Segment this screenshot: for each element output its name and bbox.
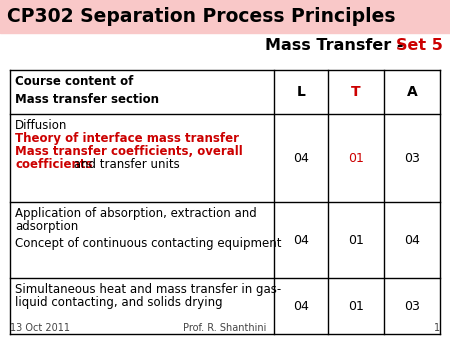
Text: 01: 01 <box>348 151 364 165</box>
Text: 04: 04 <box>293 151 309 165</box>
Text: Simultaneous heat and mass transfer in gas-: Simultaneous heat and mass transfer in g… <box>15 283 281 296</box>
Bar <box>0 0 450 33</box>
Text: Application of absorption, extraction and: Application of absorption, extraction an… <box>15 207 257 220</box>
Text: 03: 03 <box>404 151 420 165</box>
Text: 03: 03 <box>404 299 420 313</box>
Text: 1: 1 <box>434 323 440 333</box>
Text: A: A <box>407 85 418 99</box>
Text: CP302 Separation Process Principles: CP302 Separation Process Principles <box>7 7 396 26</box>
Text: Set 5: Set 5 <box>396 39 443 53</box>
Text: Prof. R. Shanthini: Prof. R. Shanthini <box>183 323 267 333</box>
Text: 01: 01 <box>348 299 364 313</box>
Text: 04: 04 <box>293 234 309 246</box>
Text: Theory of interface mass transfer: Theory of interface mass transfer <box>15 132 239 145</box>
Text: Concept of continuous contacting equipment: Concept of continuous contacting equipme… <box>15 237 282 250</box>
Text: 13 Oct 2011: 13 Oct 2011 <box>10 323 70 333</box>
Text: 04: 04 <box>293 299 309 313</box>
Text: and transfer units: and transfer units <box>70 158 180 171</box>
Text: 01: 01 <box>348 234 364 246</box>
Text: T: T <box>351 85 361 99</box>
Text: Mass Transfer -: Mass Transfer - <box>265 39 409 53</box>
Text: Diffusion: Diffusion <box>15 119 68 132</box>
Text: Mass transfer coefficients, overall: Mass transfer coefficients, overall <box>15 145 243 158</box>
Text: coefficients: coefficients <box>15 158 93 171</box>
Text: Course content of
Mass transfer section: Course content of Mass transfer section <box>15 75 159 106</box>
Text: liquid contacting, and solids drying: liquid contacting, and solids drying <box>15 296 223 309</box>
Text: 04: 04 <box>404 234 420 246</box>
Text: adsorption: adsorption <box>15 220 78 233</box>
Text: L: L <box>297 85 306 99</box>
